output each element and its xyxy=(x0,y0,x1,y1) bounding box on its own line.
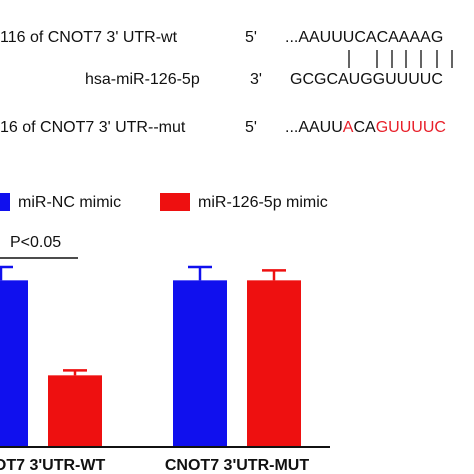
row-label: hsa-miR-126-5p xyxy=(85,71,200,88)
legend-swatch xyxy=(0,193,10,211)
sequence-segment: A xyxy=(343,119,354,136)
bar xyxy=(247,280,301,447)
row-label: 16 of CNOT7 3' UTR--mut xyxy=(0,119,186,136)
sequence: GCGCAUGGUUUUC xyxy=(290,71,443,88)
sequence-segment: CA xyxy=(353,119,376,136)
bar xyxy=(173,280,227,447)
sequence-segment: GUUUUC xyxy=(376,119,446,136)
sequence-segment: ...AAUU xyxy=(285,119,343,136)
legend-label: miR-126-5p mimic xyxy=(198,194,328,211)
row-label: 116 of CNOT7 3' UTR-wt xyxy=(0,29,178,46)
pairing-lines xyxy=(348,50,453,68)
sequence: ...AAUUUCACAAAAG xyxy=(285,29,443,46)
x-tick-label: CNOT7 3'UTR-MUT xyxy=(165,457,309,474)
sequence: ...AAUUACAGUUUUC xyxy=(285,119,446,136)
row-end: 3' xyxy=(250,71,262,88)
x-tick-label: CNOT7 3'UTR-WT xyxy=(0,457,105,474)
significance: P<0.05 xyxy=(10,234,61,251)
legend-label: miR-NC mimic xyxy=(18,194,121,211)
bar xyxy=(0,280,28,447)
bar xyxy=(48,375,102,447)
sequence-segment: ...AAUUUCACAAAAG xyxy=(285,29,443,46)
row-end: 5' xyxy=(245,29,257,46)
legend-swatch xyxy=(160,193,190,211)
row-end: 5' xyxy=(245,119,257,136)
sequence-segment: GCGCAUGGUUUUC xyxy=(290,71,443,88)
